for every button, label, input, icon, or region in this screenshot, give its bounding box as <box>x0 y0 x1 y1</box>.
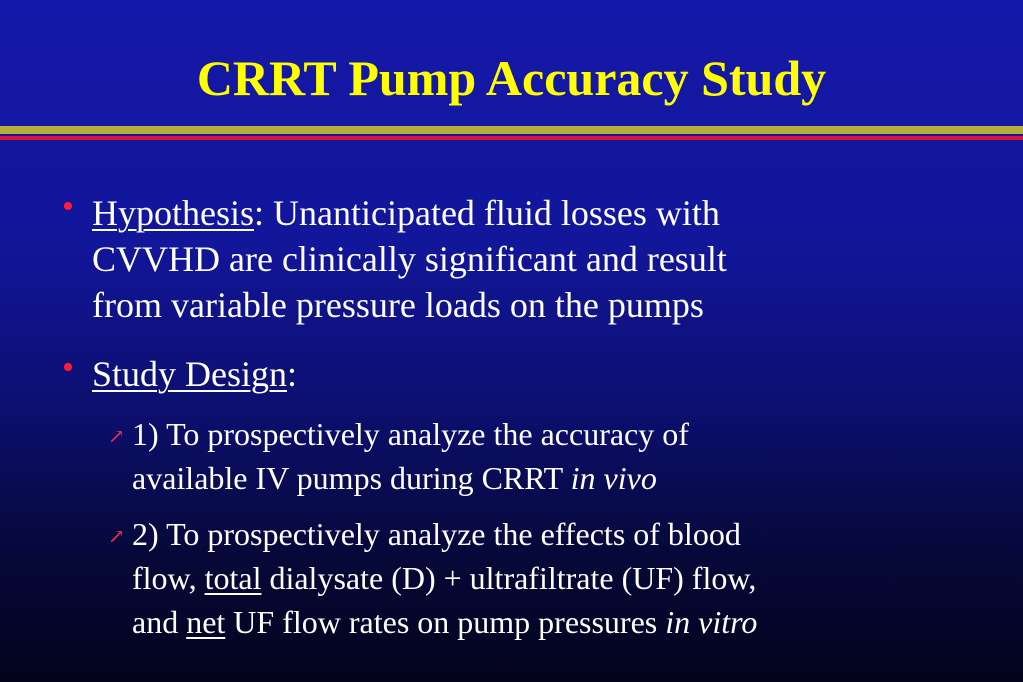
sub2-line-3-a: and <box>132 604 187 640</box>
hypothesis-line-1: Hypothesis: Unanticipated fluid losses w… <box>92 190 932 236</box>
sub2-line-2-b: dialysate (D) + ultrafiltrate (UF) flow, <box>261 560 757 596</box>
bullet-study-design-text: Study Design: <box>92 351 932 397</box>
study-design-label: Study Design <box>92 354 288 394</box>
hypothesis-line-2: CVVHD are clinically significant and res… <box>92 239 727 279</box>
arrow-up-right-icon: ↗ <box>108 526 125 548</box>
hypothesis-label: Hypothesis <box>92 193 254 233</box>
sub2-line-2: flow, total dialysate (D) + ultrafiltrat… <box>132 556 952 600</box>
sub2-total-underlined: total <box>204 560 262 596</box>
sub2-net-underlined: net <box>186 604 226 640</box>
slide-title: CRRT Pump Accuracy Study <box>196 50 827 106</box>
sub2-line-3-b: UF flow rates on pump pressures <box>225 604 666 640</box>
bullet-hypothesis-text: Hypothesis: Unanticipated fluid losses w… <box>92 190 932 328</box>
sub2-line-1: 2) To prospectively analyze the effects … <box>132 516 741 552</box>
sub-bullet-in-vivo-text: 1) To prospectively analyze the accuracy… <box>132 412 952 500</box>
sub1-line-2: available IV pumps during CRRT in vivo <box>132 456 952 500</box>
arrow-up-right-icon: ↗ <box>108 426 125 448</box>
sub1-line-1: 1) To prospectively analyze the accuracy… <box>132 416 689 452</box>
bullet-dot-icon: • <box>62 349 74 386</box>
sub1-line-2-italic: in vivo <box>570 460 657 496</box>
hypothesis-line-1-rest: : Unanticipated fluid losses with <box>254 193 720 233</box>
hypothesis-line-3: from variable pressure loads on the pump… <box>92 285 704 325</box>
sub-bullet-in-vitro-text: 2) To prospectively analyze the effects … <box>132 512 952 644</box>
sub2-line-2-a: flow, <box>132 560 205 596</box>
bullet-dot-icon: • <box>62 188 74 225</box>
sub2-line-3: and net UF flow rates on pump pressures … <box>132 600 952 644</box>
title-rule-olive <box>0 126 1023 134</box>
title-rule-red <box>0 136 1023 140</box>
sub1-line-2-plain: available IV pumps during CRRT <box>132 460 571 496</box>
study-design-colon: : <box>287 354 298 394</box>
sub2-line-3-italic: in vitro <box>665 604 758 640</box>
